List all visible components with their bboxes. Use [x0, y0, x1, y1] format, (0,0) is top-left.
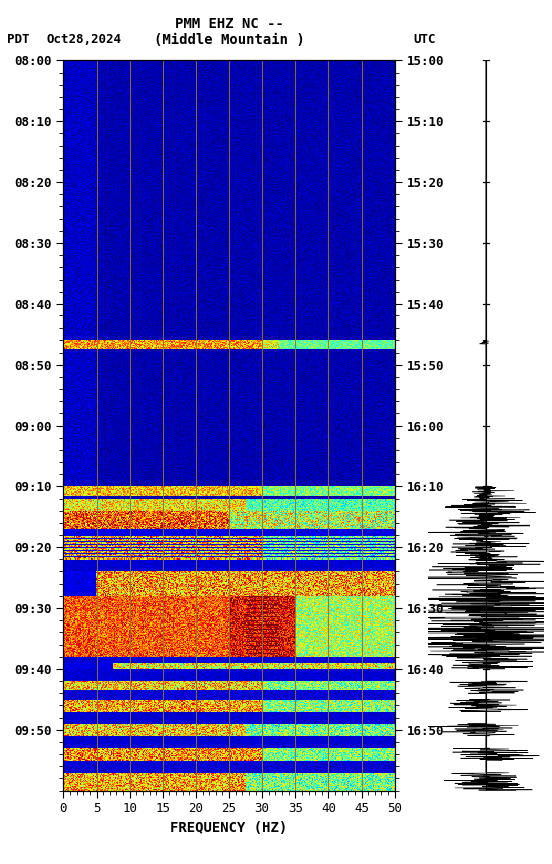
Text: (Middle Mountain ): (Middle Mountain ): [153, 33, 305, 47]
Text: PMM EHZ NC --: PMM EHZ NC --: [174, 17, 284, 31]
Text: Oct28,2024: Oct28,2024: [47, 33, 122, 46]
Text: UTC: UTC: [413, 33, 436, 46]
Text: PDT: PDT: [7, 33, 29, 46]
X-axis label: FREQUENCY (HZ): FREQUENCY (HZ): [171, 821, 288, 835]
